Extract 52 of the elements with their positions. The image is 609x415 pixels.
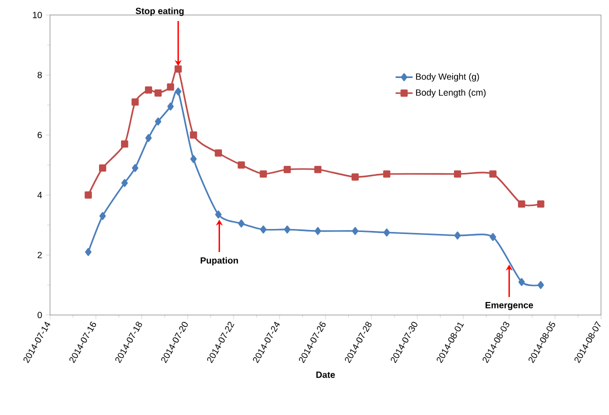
point [314, 227, 322, 235]
point [260, 170, 267, 178]
point [190, 155, 197, 163]
point [260, 226, 267, 234]
point [538, 281, 544, 289]
y-tick-label: 8 [38, 72, 42, 78]
point [454, 232, 461, 240]
point [454, 170, 462, 178]
legend-label: Body Weight (g) [416, 73, 479, 82]
point [284, 226, 290, 234]
y-tick-label: 4 [37, 192, 42, 198]
point [518, 278, 525, 286]
point [284, 166, 291, 174]
point [238, 161, 245, 169]
point [174, 88, 182, 96]
point [314, 166, 322, 174]
point [85, 248, 92, 256]
point [190, 131, 198, 139]
point [537, 200, 544, 208]
point [383, 170, 390, 178]
point [145, 134, 152, 142]
point [99, 164, 106, 172]
point [84, 191, 92, 199]
point [352, 173, 359, 181]
y-tick-label: 10 [32, 12, 42, 18]
point [154, 118, 162, 126]
x-axis-title: Date [316, 372, 335, 378]
point [238, 220, 245, 228]
y-tick-label: 0 [38, 312, 42, 318]
point [489, 170, 496, 178]
point [144, 86, 152, 94]
point [214, 149, 222, 157]
point [490, 233, 496, 241]
point [121, 140, 128, 148]
point [154, 89, 162, 97]
point [215, 210, 222, 218]
annotation: Emergence [486, 302, 534, 310]
point [121, 179, 128, 187]
point [166, 83, 174, 91]
point [99, 212, 106, 220]
y-tick-label: 6 [38, 132, 42, 138]
point [167, 102, 174, 110]
point [384, 228, 390, 236]
point [518, 200, 526, 208]
legend-label: Body Length (cm) [416, 89, 486, 98]
annotation: Stop eating [136, 8, 184, 16]
point [352, 227, 358, 235]
point [174, 65, 182, 73]
point [132, 98, 139, 106]
y-tick-label: 2 [38, 252, 42, 258]
point [132, 164, 138, 172]
annotation: Pupation [200, 257, 238, 266]
